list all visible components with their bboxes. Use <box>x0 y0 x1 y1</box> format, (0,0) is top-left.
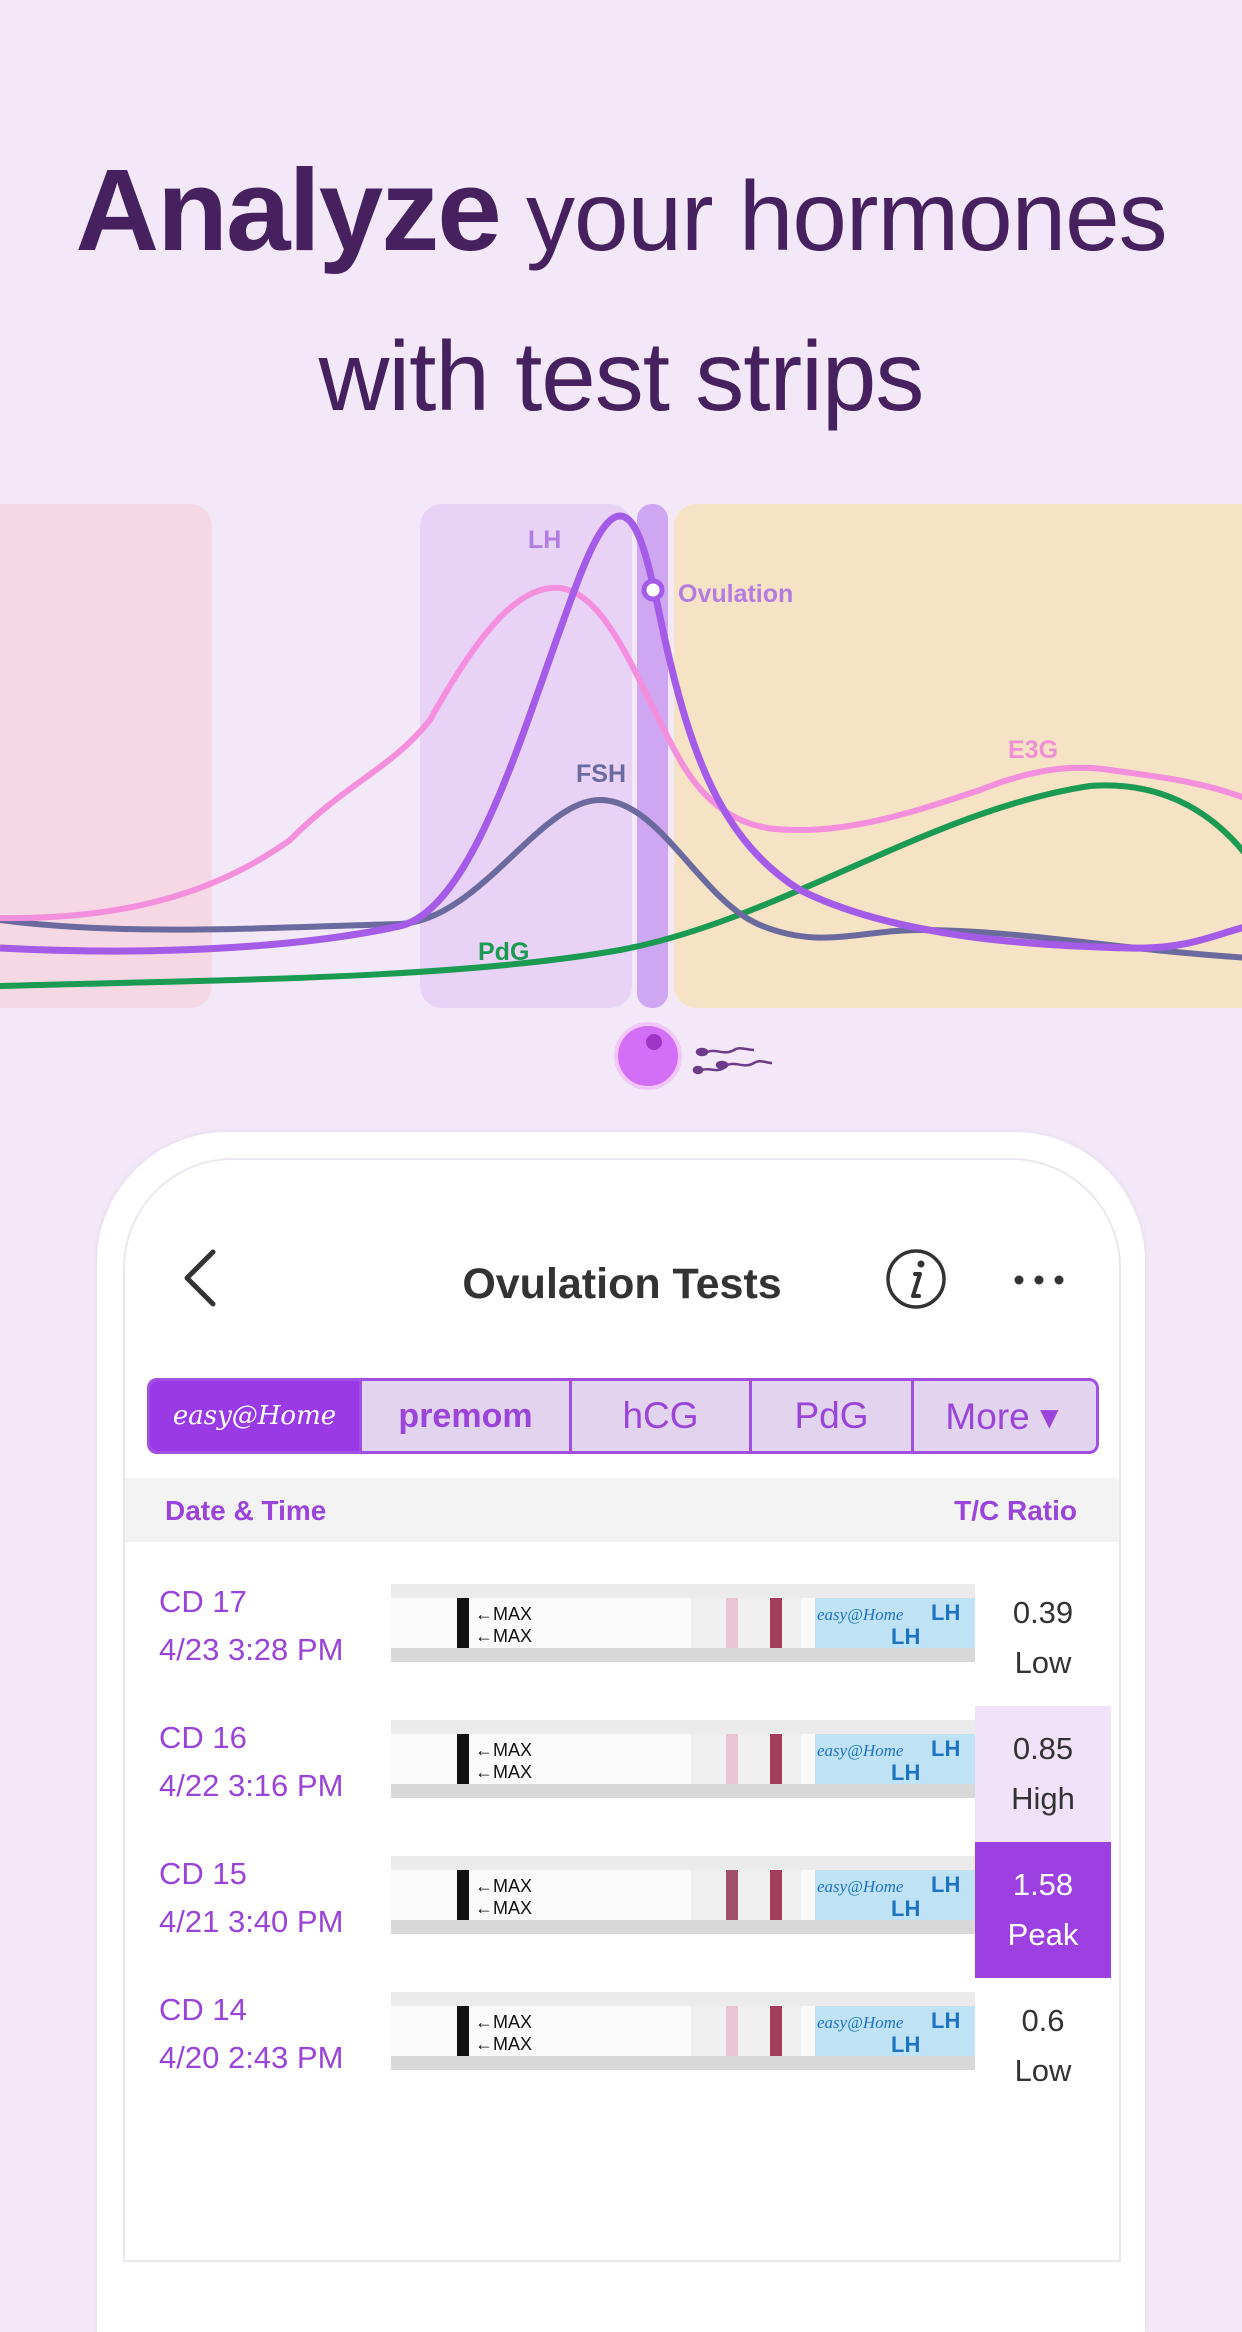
hormone-curves-svg: LH Ovulation FSH E3G PdG <box>0 504 1242 1090</box>
svg-text:LH: LH <box>931 1600 960 1625</box>
tc-ratio-cell: 0.85 High <box>975 1706 1111 1842</box>
tab-pdg[interactable]: PdG <box>752 1381 914 1451</box>
sperm-icon <box>692 1046 773 1075</box>
list-header: Date & Time T/C Ratio <box>125 1478 1119 1542</box>
page-title: Ovulation Tests <box>462 1260 782 1308</box>
svg-text:←MAX: ←MAX <box>475 1740 532 1760</box>
tab-easy-at-home[interactable]: easy@Home <box>150 1381 362 1451</box>
svg-text:LH: LH <box>931 2008 960 2033</box>
fsh-curve <box>0 796 1242 961</box>
fsh-label: FSH <box>576 760 626 788</box>
test-row[interactable]: CD 15 4/21 3:40 PM ←MAX ←MAX easy@Home L… <box>125 1842 1119 1978</box>
tab-premom[interactable]: premom <box>362 1381 572 1451</box>
lh-label: LH <box>528 526 561 554</box>
hormone-illustration: LH Ovulation FSH E3G PdG <box>0 480 1242 1120</box>
test-type-tabs: easy@Home premom hCG PdG More ▾ <box>147 1378 1099 1454</box>
period-band <box>0 504 212 1008</box>
lh-level-label: Low <box>1014 2053 1072 2088</box>
lh-curve <box>0 512 1242 955</box>
svg-text:LH: LH <box>931 1872 960 1897</box>
tab-hcg[interactable]: hCG <box>572 1381 752 1451</box>
svg-text:←MAX: ←MAX <box>475 1626 532 1646</box>
cycle-day: CD 14 <box>159 1992 247 2027</box>
phone-screen: Ovulation Tests easy@Home premom hCG PdG… <box>123 1158 1121 2262</box>
cycle-day: CD 17 <box>159 1584 247 1619</box>
svg-text:←MAX: ←MAX <box>475 1876 532 1896</box>
ovulation-marker <box>641 578 665 602</box>
test-datetime: 4/20 2:43 PM <box>159 2040 344 2075</box>
headline-line-1: Analyze your hormones <box>0 130 1242 296</box>
phone-frame: Ovulation Tests easy@Home premom hCG PdG… <box>97 1132 1145 2332</box>
lh-level-label: Low <box>1014 1645 1072 1680</box>
test-row[interactable]: CD 14 4/20 2:43 PM ←MAX ←MAX easy@Home L… <box>125 1978 1119 2114</box>
tc-ratio-value: 1.58 <box>1012 1867 1074 1902</box>
svg-text:LH: LH <box>891 1896 920 1921</box>
egg-icon <box>614 1022 682 1090</box>
tc-ratio-value: 0.6 <box>1021 2003 1065 2038</box>
test-strip-image[interactable]: ←MAX ←MAX easy@Home LH LH <box>391 1856 975 1946</box>
headline-rest: your hormones <box>499 161 1168 271</box>
pdg-label: PdG <box>478 938 529 966</box>
lh-level-label: Peak <box>1007 1917 1079 1952</box>
headline-line-2: with test strips <box>318 321 925 431</box>
e3g-curve <box>0 584 1242 922</box>
svg-text:←MAX: ←MAX <box>475 1604 532 1624</box>
svg-text:easy@Home: easy@Home <box>817 1605 904 1624</box>
svg-text:LH: LH <box>891 2032 920 2057</box>
tc-ratio-cell: 0.39 Low <box>975 1570 1111 1706</box>
more-horizontal-icon[interactable] <box>1009 1250 1069 1310</box>
tc-ratio-value: 0.39 <box>1012 1595 1074 1630</box>
tc-ratio-cell: 0.6 Low <box>975 1978 1111 2114</box>
date-time-header: Date & Time <box>165 1495 327 1526</box>
svg-text:LH: LH <box>891 1624 920 1649</box>
svg-text:easy@Home: easy@Home <box>817 1741 904 1760</box>
svg-text:←MAX: ←MAX <box>475 1762 532 1782</box>
cycle-day: CD 15 <box>159 1856 247 1891</box>
test-strip-image[interactable]: ←MAX ←MAX easy@Home LH LH <box>391 1992 975 2082</box>
headline-strong: Analyze <box>75 145 501 275</box>
svg-text:←MAX: ←MAX <box>475 2034 532 2054</box>
svg-text:LH: LH <box>931 1736 960 1761</box>
tc-ratio-header: T/C Ratio <box>954 1495 1077 1526</box>
tab-more[interactable]: More ▾ <box>945 1395 1059 1437</box>
fertile-band <box>420 504 632 1008</box>
svg-text:←MAX: ←MAX <box>475 1898 532 1918</box>
e3g-label: E3G <box>1008 736 1058 764</box>
svg-text:LH: LH <box>891 1760 920 1785</box>
test-row[interactable]: CD 16 4/22 3:16 PM ←MAX ←MAX easy@Home L… <box>125 1706 1119 1842</box>
tc-ratio-value: 0.85 <box>1012 1731 1074 1766</box>
egg-nucleus-icon <box>646 1034 662 1050</box>
svg-text:easy@Home: easy@Home <box>817 1877 904 1896</box>
ovulation-label: Ovulation <box>678 580 793 608</box>
test-row[interactable]: CD 17 4/23 3:28 PM ←MAX ←MAX easy@Home L… <box>125 1570 1119 1706</box>
test-strip-image[interactable]: ←MAX ←MAX easy@Home LH LH <box>391 1720 975 1810</box>
svg-text:easy@Home: easy@Home <box>817 2013 904 2032</box>
test-strip-image[interactable]: ←MAX ←MAX easy@Home LH LH <box>391 1584 975 1674</box>
headline: Analyze your hormones with test strips <box>0 130 1242 456</box>
nav-bar: Ovulation Tests <box>125 1220 1119 1340</box>
lh-level-label: High <box>1011 1781 1075 1816</box>
chevron-left-icon[interactable] <box>175 1248 235 1308</box>
svg-text:←MAX: ←MAX <box>475 2012 532 2032</box>
cycle-day: CD 16 <box>159 1720 247 1755</box>
info-icon[interactable] <box>885 1248 947 1310</box>
test-datetime: 4/21 3:40 PM <box>159 1904 344 1939</box>
test-datetime: 4/23 3:28 PM <box>159 1632 344 1667</box>
tc-ratio-cell: 1.58 Peak <box>975 1842 1111 1978</box>
test-datetime: 4/22 3:16 PM <box>159 1768 344 1803</box>
